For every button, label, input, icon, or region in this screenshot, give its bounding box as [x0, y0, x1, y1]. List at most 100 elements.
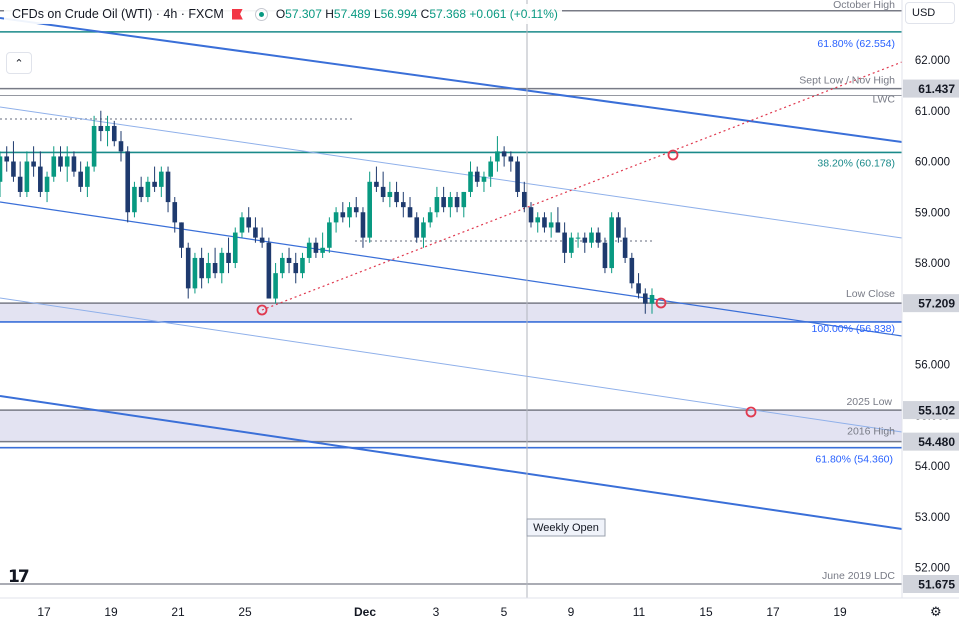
level-label: 61.80% (54.360)	[815, 454, 893, 466]
flag-icon[interactable]	[231, 8, 243, 20]
marker-38-2-touch	[667, 149, 679, 161]
x-tick-label: 17	[766, 605, 780, 619]
candle-body	[347, 207, 352, 218]
x-tick-label: 25	[238, 605, 252, 619]
candle-body	[340, 212, 346, 218]
candle-body	[38, 166, 43, 192]
candle-body	[595, 232, 601, 243]
support-zone-2025-low	[0, 410, 902, 442]
candle-body	[468, 171, 473, 192]
channel-lower	[0, 395, 903, 530]
candle-body	[528, 207, 534, 223]
candle-body	[535, 217, 541, 223]
candle-body	[394, 191, 399, 203]
support-zone-low-close	[0, 303, 902, 322]
candle-body	[259, 237, 265, 243]
candle-body	[495, 151, 500, 162]
price-tag	[903, 401, 959, 420]
y-tick-label: 56.000	[915, 360, 950, 372]
channel-mid	[0, 201, 903, 337]
candle-body	[380, 186, 386, 198]
symbol-title[interactable]: CFDs on Crude Oil (WTI) · 4h · FXCM	[12, 7, 224, 21]
candle-body	[179, 222, 184, 248]
candle-body	[548, 222, 554, 228]
candle-body	[327, 222, 332, 248]
candle-body	[629, 257, 635, 284]
candle-body	[172, 202, 178, 223]
candle-body	[273, 273, 278, 299]
y-tick-label: 54.000	[915, 461, 950, 473]
candle-body	[58, 156, 63, 167]
candle-body	[199, 257, 204, 279]
price-tag	[903, 79, 959, 98]
candle-body	[226, 252, 231, 263]
price-tag-label: 51.675	[918, 577, 955, 591]
x-tick-label: 9	[568, 605, 575, 619]
candle-body	[91, 125, 97, 167]
y-tick-label: 53.000	[915, 512, 950, 524]
candle-body	[575, 237, 581, 239]
candle-body	[286, 257, 292, 263]
candle-body	[421, 222, 426, 238]
collapse-legend-button[interactable]: ⌃	[6, 52, 32, 74]
status-dot-icon	[254, 7, 268, 21]
candle-body	[488, 161, 493, 177]
candle-body	[333, 212, 339, 223]
candle-body	[461, 191, 467, 208]
candle-body	[555, 222, 561, 233]
price-tag-label: 55.102	[918, 404, 955, 418]
candle-body	[219, 252, 225, 274]
x-tick-label: 11	[633, 605, 646, 619]
settings-icon[interactable]: ⚙	[930, 604, 942, 619]
candle-body	[17, 176, 23, 192]
candle-body	[320, 247, 325, 253]
price-tag-label: 61.437	[918, 82, 955, 96]
candle-body	[569, 237, 574, 253]
currency-selector[interactable]: USD	[905, 2, 955, 24]
candle-body	[206, 263, 211, 279]
candle-body	[515, 161, 520, 192]
level-label: 61.80% (62.554)	[817, 38, 895, 50]
marker-nov25-low	[256, 304, 268, 316]
candle-body	[105, 125, 110, 132]
candle-body	[78, 171, 83, 187]
candle-body	[427, 212, 433, 223]
candle-body	[313, 242, 319, 253]
candle-body	[44, 176, 50, 192]
candle-body	[582, 237, 588, 243]
weekly-open-label: Weekly Open	[533, 522, 599, 534]
candle-body	[441, 197, 446, 208]
candle-body	[454, 197, 460, 208]
candle-body	[649, 294, 655, 304]
tradingview-logo-icon[interactable]: 17	[8, 567, 30, 587]
x-tick-label: Dec	[354, 605, 376, 619]
candle-body	[642, 293, 648, 304]
price-tag	[903, 294, 959, 313]
y-tick-label: 62.000	[915, 55, 950, 67]
candle-body	[85, 166, 90, 187]
x-tick-label: 5	[501, 605, 508, 619]
weekly-open-box	[526, 518, 606, 537]
candle-body	[111, 125, 117, 142]
y-tick-label: 58.000	[915, 258, 950, 270]
price-tag	[903, 574, 959, 593]
price-tag	[903, 432, 959, 451]
trendline-support	[261, 61, 903, 311]
candle-body	[374, 181, 379, 187]
level-label: 38.20% (60.178)	[817, 157, 895, 169]
candle-body	[360, 212, 366, 238]
channel-upper-inner	[0, 106, 903, 239]
candle-body	[185, 247, 191, 289]
candle-body	[266, 242, 272, 299]
candle-body	[407, 207, 413, 218]
x-tick-label: 19	[833, 605, 847, 619]
ohlc-values: O57.307 H57.489 L56.994 C57.368 +0.061 (…	[275, 7, 558, 21]
price-tag-label: 54.480	[918, 435, 955, 449]
candle-body	[31, 161, 36, 167]
candle-body	[542, 217, 547, 228]
candle-body	[132, 186, 137, 213]
candle-body	[212, 263, 218, 274]
x-tick-label: 15	[699, 605, 713, 619]
level-label: 2025 Low	[846, 396, 892, 408]
